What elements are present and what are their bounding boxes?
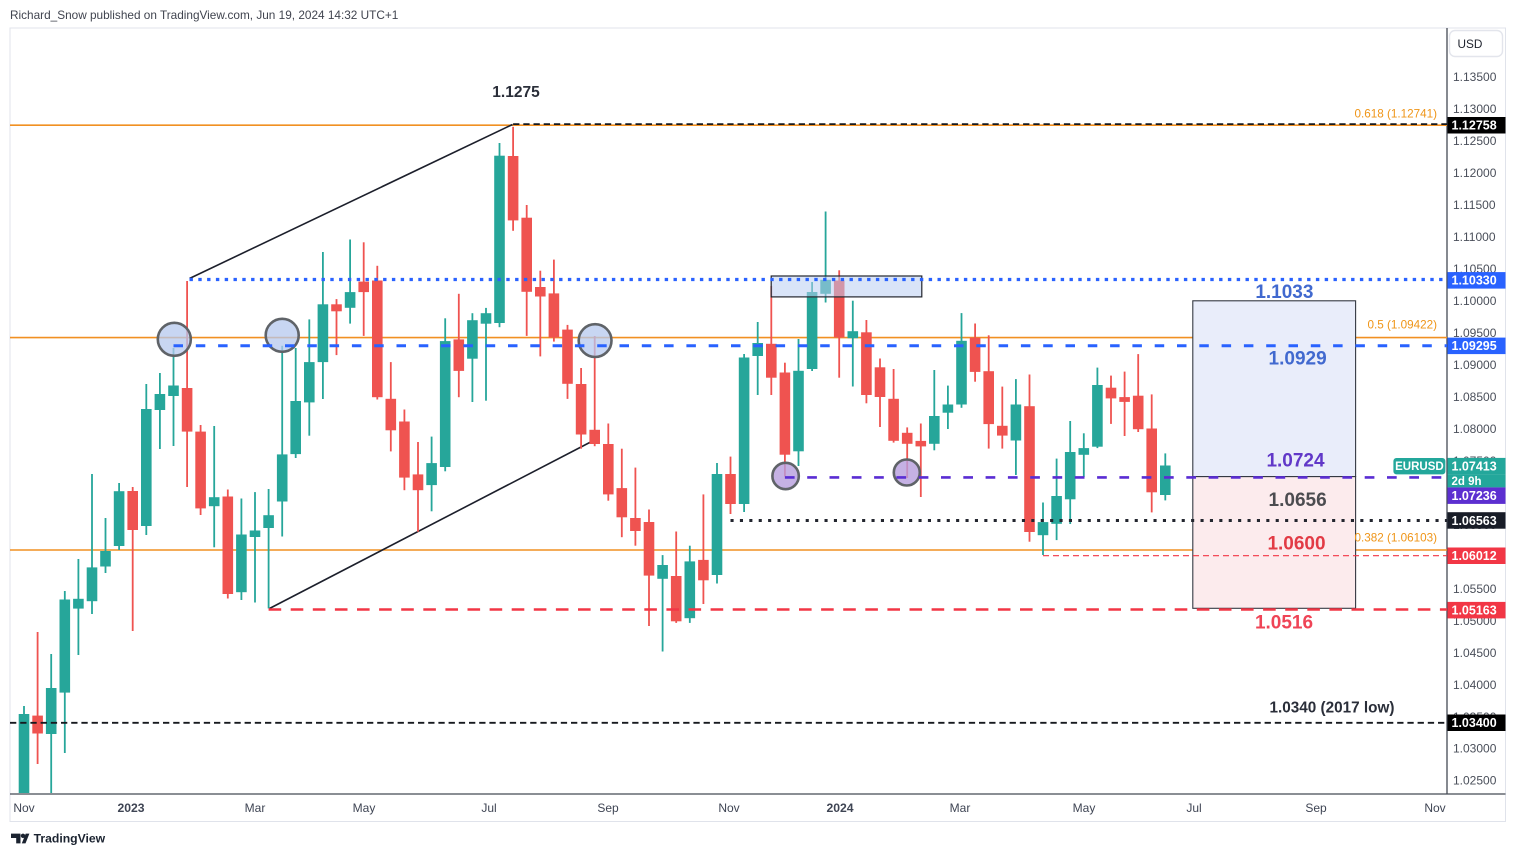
svg-text:Mar: Mar (950, 801, 971, 815)
svg-text:2024: 2024 (826, 801, 853, 815)
svg-text:EURUSD: EURUSD (1395, 461, 1444, 473)
svg-text:1.10330: 1.10330 (1452, 274, 1497, 288)
svg-text:TradingView: TradingView (34, 832, 106, 846)
svg-text:Jul: Jul (481, 801, 496, 815)
svg-text:Sep: Sep (597, 801, 619, 815)
svg-text:1.12500: 1.12500 (1453, 134, 1497, 148)
svg-text:1.11500: 1.11500 (1453, 198, 1496, 212)
svg-text:Sep: Sep (1305, 801, 1327, 815)
svg-text:1.02500: 1.02500 (1453, 774, 1497, 788)
svg-text:1.08500: 1.08500 (1453, 390, 1497, 404)
svg-text:1.06012: 1.06012 (1452, 549, 1497, 563)
svg-text:1.09500: 1.09500 (1453, 326, 1497, 340)
svg-text:USD: USD (1458, 37, 1483, 51)
svg-text:1.11000: 1.11000 (1453, 230, 1496, 244)
svg-text:1.09295: 1.09295 (1452, 339, 1497, 353)
svg-text:May: May (1073, 801, 1096, 815)
svg-text:1.05500: 1.05500 (1453, 582, 1497, 596)
svg-text:Jul: Jul (1186, 801, 1201, 815)
svg-text:1.1033: 1.1033 (1255, 282, 1313, 303)
svg-text:Nov: Nov (718, 801, 739, 815)
svg-text:May: May (353, 801, 376, 815)
svg-text:1.0600: 1.0600 (1267, 534, 1325, 555)
svg-text:2023: 2023 (117, 801, 144, 815)
svg-text:1.07413: 1.07413 (1452, 459, 1497, 473)
svg-text:1.04500: 1.04500 (1453, 646, 1497, 660)
svg-text:1.03000: 1.03000 (1453, 742, 1497, 756)
svg-text:1.0340 (2017 low): 1.0340 (2017 low) (1270, 700, 1395, 717)
svg-text:Mar: Mar (245, 801, 266, 815)
svg-text:Richard_Snow published on Trad: Richard_Snow published on TradingView.co… (10, 8, 398, 22)
svg-text:Nov: Nov (13, 801, 34, 815)
svg-text:1.0724: 1.0724 (1266, 451, 1325, 472)
svg-text:2d 9h: 2d 9h (1452, 476, 1482, 488)
svg-text:1.04000: 1.04000 (1453, 678, 1497, 692)
svg-text:0.382 (1.06103): 0.382 (1.06103) (1354, 532, 1437, 545)
svg-text:1.0516: 1.0516 (1255, 613, 1313, 634)
svg-text:1.03400: 1.03400 (1452, 716, 1497, 730)
svg-text:0.618 (1.12741): 0.618 (1.12741) (1354, 108, 1437, 121)
svg-text:1.08000: 1.08000 (1453, 422, 1497, 436)
svg-text:0.5 (1.09422): 0.5 (1.09422) (1367, 319, 1437, 332)
svg-text:1.13000: 1.13000 (1453, 102, 1497, 116)
svg-text:1.0929: 1.0929 (1269, 349, 1327, 370)
svg-text:1.13500: 1.13500 (1453, 70, 1497, 84)
svg-text:1.0656: 1.0656 (1269, 490, 1327, 511)
svg-text:1.12758: 1.12758 (1452, 119, 1497, 133)
svg-text:1.05163: 1.05163 (1452, 603, 1497, 617)
svg-text:Nov: Nov (1424, 801, 1445, 815)
svg-text:1.10000: 1.10000 (1453, 294, 1497, 308)
svg-text:1.09000: 1.09000 (1453, 358, 1497, 372)
svg-text:1.07236: 1.07236 (1452, 489, 1497, 503)
svg-text:1.1275: 1.1275 (492, 84, 540, 101)
svg-text:1.12000: 1.12000 (1453, 166, 1497, 180)
svg-text:1.06563: 1.06563 (1452, 514, 1497, 528)
